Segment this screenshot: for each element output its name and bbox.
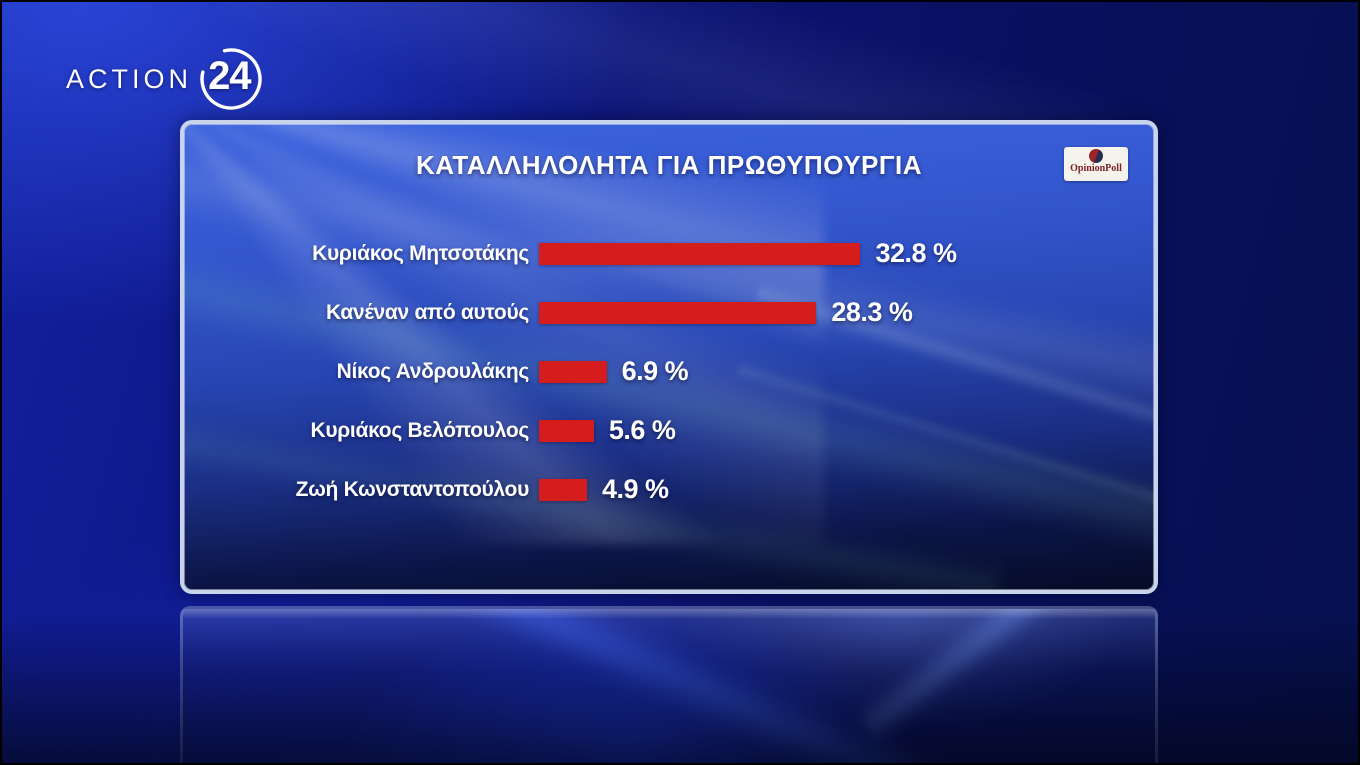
logo-action24: ACTION 24 xyxy=(66,46,264,112)
bar-row: Κανέναν από αυτούς 28.3 % xyxy=(184,283,1154,342)
opinionpoll-badge: OpinionPoll xyxy=(1064,147,1128,181)
bar-chart: Κυριάκος Μητσοτάκης 32.8 % Κανέναν από αυτ… xyxy=(184,224,1154,519)
bar-row: Κυριάκος Βελόπουλος 5.6 % xyxy=(184,401,1154,460)
logo-action-text: ACTION xyxy=(66,63,193,94)
bar xyxy=(539,301,817,324)
bar-row: Κυριάκος Μητσοτάκης 32.8 % xyxy=(184,224,1154,283)
value-label: 32.8 % xyxy=(875,238,957,268)
value-label: 5.6 % xyxy=(608,415,676,445)
bar xyxy=(539,478,588,501)
candidate-label: Κυριάκος Βελόπουλος xyxy=(310,418,529,442)
value-label: 6.9 % xyxy=(621,356,689,386)
panel-reflection xyxy=(180,606,1158,763)
bar xyxy=(539,419,594,442)
candidate-label: Κυριάκος Μητσοτάκης xyxy=(312,241,529,265)
logo-circle-icon: 24 xyxy=(198,46,264,112)
bar xyxy=(539,360,607,383)
page-title: ΚΑΤΑΛΛΗΛΟΛΗΤΑ ΓΙΑ ΠΡΩΘΥΠΟΥΡΓΙΑ xyxy=(415,150,923,180)
bar-row: Νίκος Ανδρουλάκης 6.9 % xyxy=(184,342,1154,401)
candidate-label: Ζωή Κωνσταντοπούλου xyxy=(295,477,530,501)
opinionpoll-logo-icon xyxy=(1089,149,1103,163)
candidate-label: Κανέναν από αυτούς xyxy=(326,300,529,324)
value-label: 28.3 % xyxy=(831,297,913,327)
bar-row: Ζωή Κωνσταντοπούλου 4.9 % xyxy=(184,460,1154,519)
logo-number-text: 24 xyxy=(208,53,251,98)
reflection-highlight xyxy=(183,609,1155,619)
bar xyxy=(539,242,861,265)
logo-ring-icon xyxy=(200,48,262,110)
value-label: 4.9 % xyxy=(602,474,669,504)
poll-panel: ΚΑΤΑΛΛΗΛΟΛΗΤΑ ΓΙΑ ΠΡΩΘΥΠΟΥΡΓΙΑ OpinionPo… xyxy=(180,120,1158,594)
opinionpoll-label: OpinionPoll xyxy=(1070,163,1122,174)
candidate-label: Νίκος Ανδρουλάκης xyxy=(336,359,530,383)
